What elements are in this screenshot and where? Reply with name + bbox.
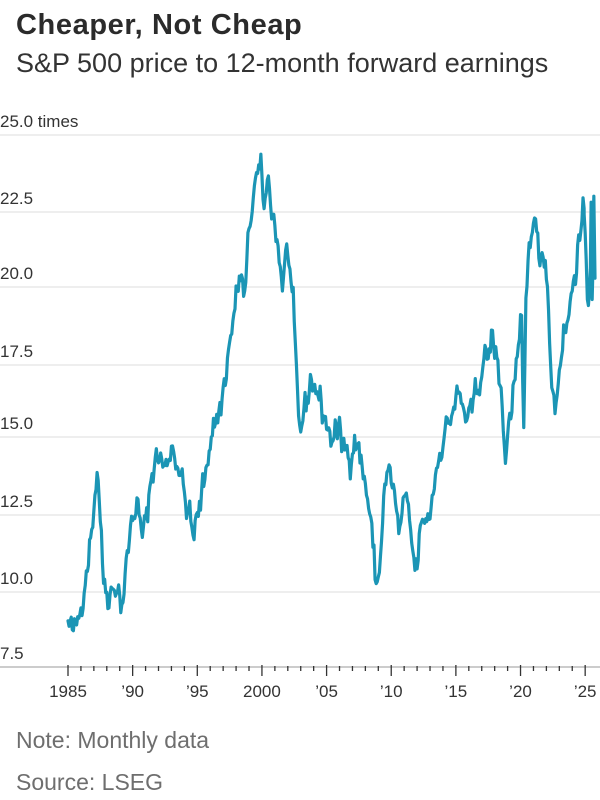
svg-text:’05: ’05: [315, 682, 338, 701]
svg-text:7.5: 7.5: [0, 644, 24, 663]
svg-text:’25: ’25: [574, 682, 597, 701]
svg-text:22.5: 22.5: [0, 189, 33, 208]
svg-text:’90: ’90: [121, 682, 144, 701]
svg-text:20.0: 20.0: [0, 264, 33, 283]
svg-text:1985: 1985: [49, 682, 87, 701]
svg-text:’95: ’95: [186, 682, 209, 701]
svg-text:’15: ’15: [445, 682, 468, 701]
svg-text:15.0: 15.0: [0, 414, 33, 433]
svg-text:2000: 2000: [243, 682, 281, 701]
svg-text:10.0: 10.0: [0, 569, 33, 588]
svg-text:’20: ’20: [509, 682, 532, 701]
svg-text:25.0 times: 25.0 times: [0, 112, 78, 131]
svg-text:’10: ’10: [380, 682, 403, 701]
svg-text:17.5: 17.5: [0, 342, 33, 361]
svg-text:12.5: 12.5: [0, 492, 33, 511]
